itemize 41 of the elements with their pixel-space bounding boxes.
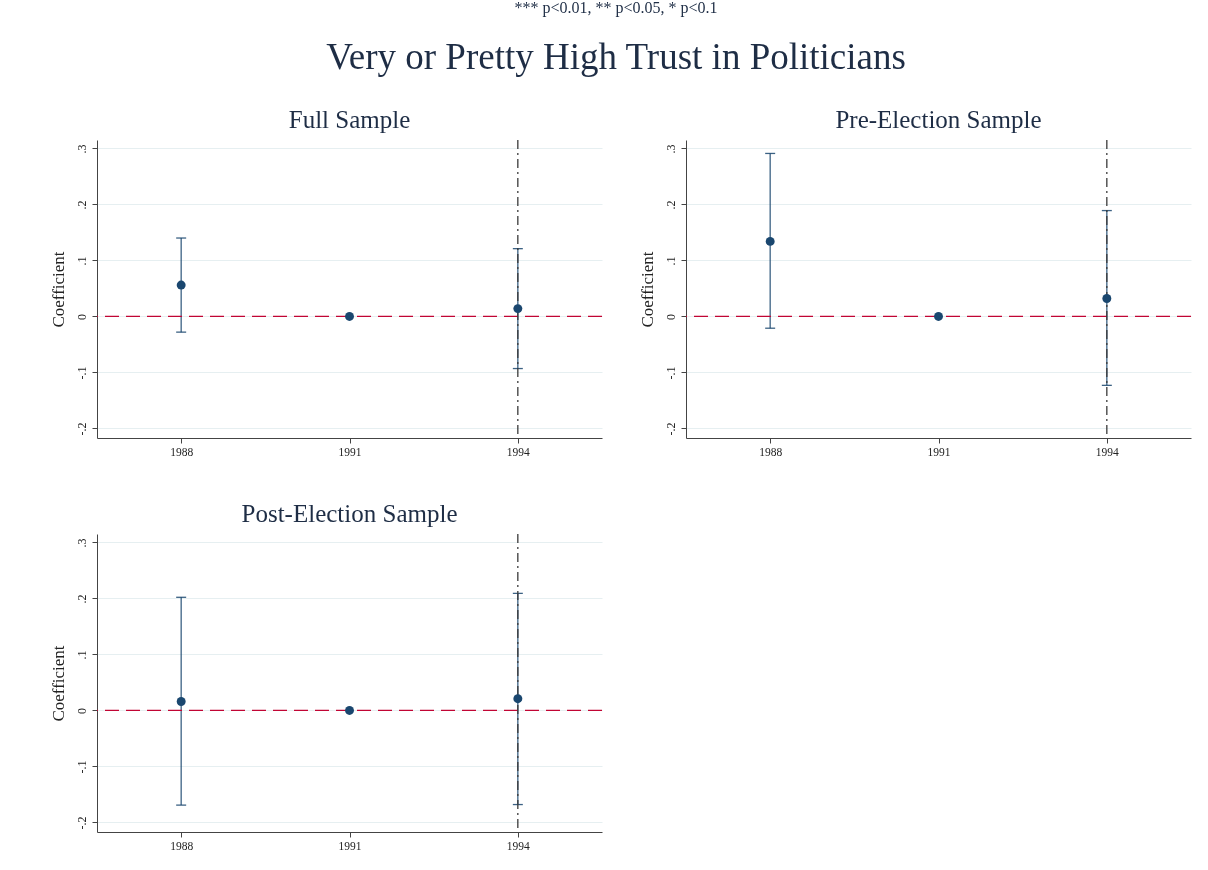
y-tick-label: -.1 xyxy=(74,760,89,774)
x-tick-label: 1988 xyxy=(170,445,194,458)
y-tick-label: 0 xyxy=(663,313,678,320)
point xyxy=(1102,294,1112,303)
y-tick-label: .1 xyxy=(74,650,89,660)
x-tick-label: 1994 xyxy=(506,839,531,852)
y-tick-label: .2 xyxy=(663,200,678,210)
y-tick-label: -.1 xyxy=(663,366,678,380)
point xyxy=(176,280,186,290)
x-tick-label: 1994 xyxy=(506,445,531,458)
point xyxy=(934,311,943,321)
y-tick-label: .1 xyxy=(663,256,678,266)
y-tick-label: -.1 xyxy=(74,366,89,380)
y-tick-label: -.2 xyxy=(74,816,89,830)
x-tick-label: 1991 xyxy=(927,445,951,458)
point xyxy=(765,236,775,246)
text: Very or Pretty High Trust in Politicians xyxy=(326,36,906,77)
y-tick-label: -.2 xyxy=(74,422,89,436)
y-tick-label: .2 xyxy=(74,200,89,210)
y-tick-label: .2 xyxy=(74,594,89,604)
x-tick-label: 1991 xyxy=(338,445,362,458)
y-tick-label: 0 xyxy=(74,707,89,714)
y-axis-title: Coefficient xyxy=(48,645,68,722)
y-tick-label: .3 xyxy=(74,538,89,548)
x-tick-label: 1994 xyxy=(1095,445,1120,458)
chart-title: Pre-Election Sample xyxy=(835,106,1042,134)
y-tick-label: -.2 xyxy=(663,422,678,436)
point xyxy=(345,311,354,321)
y-tick-label: .3 xyxy=(663,144,678,154)
chart-title: Full Sample xyxy=(288,106,411,134)
x-tick-label: 1991 xyxy=(338,839,362,852)
x-tick-label: 1988 xyxy=(170,839,194,852)
chart-title: Post-Election Sample xyxy=(241,500,458,528)
y-tick-label: .1 xyxy=(74,256,89,266)
y-tick-label: 0 xyxy=(74,313,89,320)
y-tick-label: .3 xyxy=(74,144,89,154)
x-tick-label: 1988 xyxy=(759,445,783,458)
point xyxy=(513,304,523,314)
y-axis-title: Coefficient xyxy=(637,251,657,328)
y-axis-title: Coefficient xyxy=(48,251,68,328)
text: *** p<0.01, ** p<0.05, * p<0.1 xyxy=(514,0,718,17)
